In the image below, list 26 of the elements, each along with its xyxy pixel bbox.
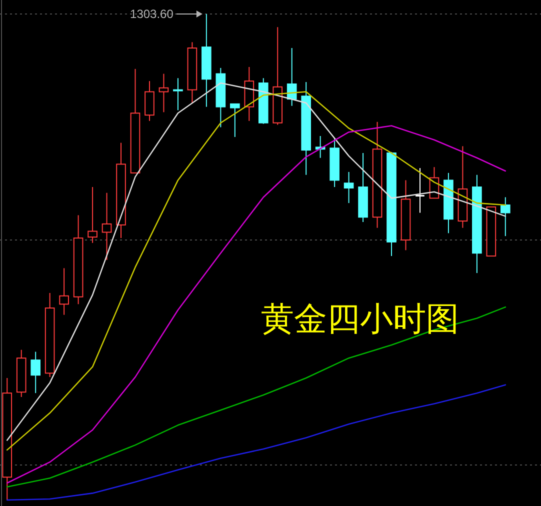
candlestick: [30, 351, 41, 394]
candlestick: [102, 192, 112, 260]
candlestick: [301, 82, 312, 176]
candlestick: [116, 142, 126, 239]
candlestick: [344, 171, 354, 204]
candlestick: [472, 174, 482, 274]
candlestick: [358, 152, 368, 223]
candlestick: [500, 196, 510, 237]
candlestick: [216, 67, 226, 128]
candlestick: [88, 186, 98, 244]
candlestick: [330, 137, 340, 188]
candlestick: [244, 66, 254, 122]
candlestick: [187, 42, 198, 104]
candlestick: [444, 172, 454, 234]
candlestick: [202, 14, 212, 108]
candlestick: [372, 121, 382, 228]
candlestick: [144, 80, 154, 122]
candlestick: [16, 349, 26, 398]
candlestick: [400, 180, 411, 251]
candlestick: [59, 268, 69, 316]
annotation: 1303.60: [130, 7, 174, 21]
candlestick: [414, 168, 426, 214]
candlestick: [158, 73, 169, 113]
annotation: 黄金四小时图: [261, 299, 459, 338]
candlestick: [73, 214, 84, 305]
candlestick: [173, 78, 183, 111]
